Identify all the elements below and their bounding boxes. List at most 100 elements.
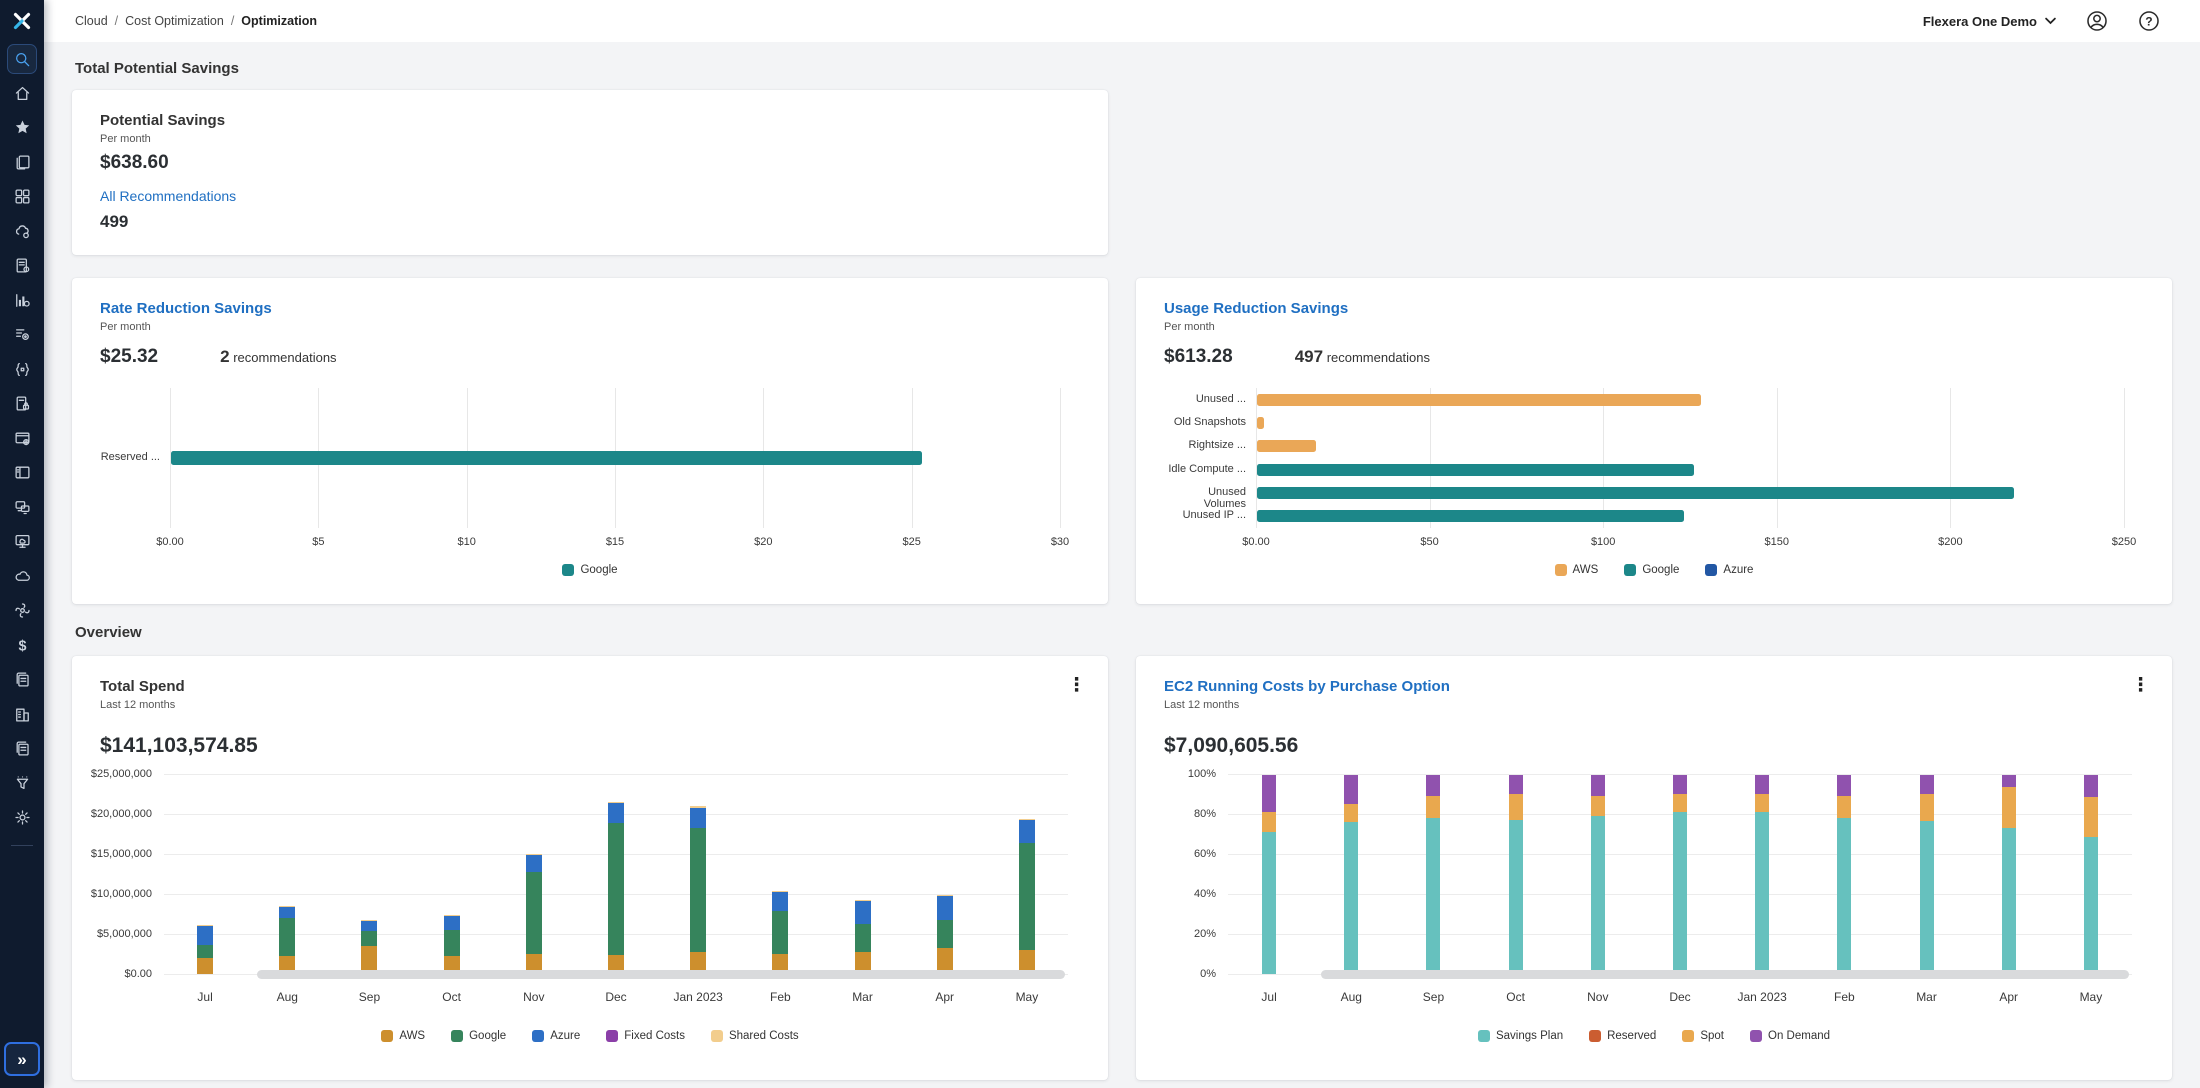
legend-swatch [451, 1030, 463, 1042]
chevron-down-icon [2045, 17, 2056, 25]
month-label: Apr [910, 990, 980, 1004]
legend-swatch [1682, 1030, 1694, 1042]
legend-item-azure[interactable]: Azure [1705, 564, 1753, 576]
y-tick-label: $25,000,000 [88, 768, 152, 780]
rate-reduction-title-link[interactable]: Rate Reduction Savings [100, 300, 272, 317]
breadcrumb-separator: / [115, 14, 118, 28]
sidebar-item-settings-icon[interactable] [5, 801, 39, 836]
legend-item-google[interactable]: Google [451, 1030, 506, 1042]
bar-segment-spot [1755, 794, 1769, 812]
sidebar-item-secure-doc-icon[interactable] [5, 387, 39, 422]
x-tick-label: $50 [1390, 536, 1470, 548]
legend-item-azure[interactable]: Azure [532, 1030, 580, 1042]
sidebar-item-favorites-icon[interactable] [5, 111, 39, 146]
x-tick-label: $20 [723, 536, 803, 548]
sidebar-item-filter-icon[interactable] [5, 766, 39, 801]
chart-scrollbar[interactable] [257, 970, 1065, 979]
overview-section-title: Overview [75, 624, 142, 641]
legend-item-fixed-costs[interactable]: Fixed Costs [606, 1030, 685, 1042]
legend-item-on-demand[interactable]: On Demand [1750, 1030, 1830, 1042]
month-label: Jul [1234, 990, 1304, 1004]
grid-line [1256, 388, 1257, 528]
bar-segment-spot [1426, 796, 1440, 818]
kebab-menu-icon[interactable]: ⋮ [2131, 676, 2150, 695]
bar-segment-google [937, 920, 953, 949]
legend-item-savings-plan[interactable]: Savings Plan [1478, 1030, 1563, 1042]
ec2-costs-title-link[interactable]: EC2 Running Costs by Purchase Option [1164, 678, 1450, 695]
sidebar-nav: $ [5, 42, 39, 835]
rate-reduction-chart: $0.00$5$10$15$20$25$30Reserved ...Google [100, 378, 1080, 588]
month-label: Aug [252, 990, 322, 1004]
legend-swatch [1589, 1030, 1601, 1042]
bar-aws [1257, 440, 1316, 452]
sidebar-item-cloud-services-icon[interactable] [5, 214, 39, 249]
bar-segment-shared-costs [690, 806, 706, 807]
sidebar-item-search-icon[interactable] [7, 44, 37, 74]
legend-item-google[interactable]: Google [1624, 564, 1679, 576]
legend-item-shared-costs[interactable]: Shared Costs [711, 1030, 799, 1042]
usage-reduction-title-link[interactable]: Usage Reduction Savings [1164, 300, 1348, 317]
bar-segment-savings-plan [1755, 812, 1769, 974]
kebab-menu-icon[interactable]: ⋮ [1067, 676, 1086, 695]
y-tick-label: 40% [1152, 888, 1216, 900]
sidebar-item-policy-doc-icon[interactable] [5, 249, 39, 284]
legend-label: Savings Plan [1496, 1030, 1563, 1042]
bar-segment-google [279, 918, 295, 956]
category-label: Unused ... [1164, 393, 1246, 405]
month-label: May [992, 990, 1062, 1004]
y-tick-label: $5,000,000 [88, 928, 152, 940]
sidebar-item-devices-icon[interactable] [5, 490, 39, 525]
sidebar-expand-button[interactable]: » [4, 1042, 40, 1076]
usage-reduction-recommendations: 497 recommendations [1295, 347, 1430, 367]
sidebar-item-analytics-icon[interactable] [5, 283, 39, 318]
legend-label: Spot [1700, 1030, 1724, 1042]
bar-segment-spot [2084, 797, 2098, 837]
sidebar-item-optimization-icon[interactable] [5, 594, 39, 629]
month-label: Oct [1481, 990, 1551, 1004]
sidebar-divider [11, 845, 33, 846]
sidebar-item-spend-icon[interactable]: $ [5, 628, 39, 663]
month-label: Mar [1892, 990, 1962, 1004]
breadcrumb-cloud[interactable]: Cloud [75, 14, 108, 28]
grid-line [1777, 388, 1778, 528]
topbar: Cloud / Cost Optimization / Optimization… [44, 0, 2200, 42]
legend-item-aws[interactable]: AWS [381, 1030, 425, 1042]
sidebar-item-api-icon[interactable] [5, 352, 39, 387]
sidebar-item-catalog-icon[interactable] [5, 145, 39, 180]
month-label: Jan 2023 [663, 990, 733, 1004]
bar-segment-savings-plan [2002, 828, 2016, 974]
bar-segment-on-demand [1591, 775, 1605, 796]
legend-label: Google [1642, 564, 1679, 576]
all-recommendations-link[interactable]: All Recommendations [100, 188, 236, 204]
tenant-menu[interactable]: Flexera One Demo [1923, 14, 2056, 29]
account-icon[interactable] [2086, 10, 2108, 32]
chart-scrollbar[interactable] [1321, 970, 2129, 979]
category-label: Idle Compute ... [1164, 463, 1246, 475]
total-spend-card: Total Spend Last 12 months ⋮ $141,103,57… [72, 656, 1108, 1080]
help-icon[interactable]: ? [2138, 10, 2160, 32]
y-tick-label: $0.00 [88, 968, 152, 980]
sidebar-item-virtual-desktop-icon[interactable] [5, 525, 39, 560]
legend-item-google[interactable]: Google [562, 564, 617, 576]
category-label: Unused Volumes [1164, 486, 1246, 510]
legend-item-aws[interactable]: AWS [1555, 564, 1599, 576]
legend-swatch [1624, 564, 1636, 576]
y-tick-label: $10,000,000 [88, 888, 152, 900]
sidebar-item-automation-icon[interactable] [5, 318, 39, 353]
sidebar-item-cloud-icon[interactable] [5, 559, 39, 594]
bar-segment-savings-plan [1837, 818, 1851, 974]
sidebar-item-dashboards-icon[interactable] [5, 180, 39, 215]
legend-item-spot[interactable]: Spot [1682, 1030, 1724, 1042]
legend-item-reserved[interactable]: Reserved [1589, 1030, 1656, 1042]
sidebar-item-home-icon[interactable] [5, 76, 39, 111]
sidebar-item-web-app-icon[interactable] [5, 421, 39, 456]
sidebar-item-reports-icon[interactable] [5, 732, 39, 767]
bar-segment-shared-costs [526, 854, 542, 855]
sidebar-item-panel-icon[interactable] [5, 456, 39, 491]
sidebar-item-organization-icon[interactable] [5, 697, 39, 732]
bar-segment-azure [772, 892, 788, 911]
breadcrumb-cost-optimization[interactable]: Cost Optimization [125, 14, 224, 28]
sidebar-item-documents-icon[interactable] [5, 663, 39, 698]
legend-label: Azure [550, 1030, 580, 1042]
flexera-logo[interactable] [0, 0, 44, 42]
